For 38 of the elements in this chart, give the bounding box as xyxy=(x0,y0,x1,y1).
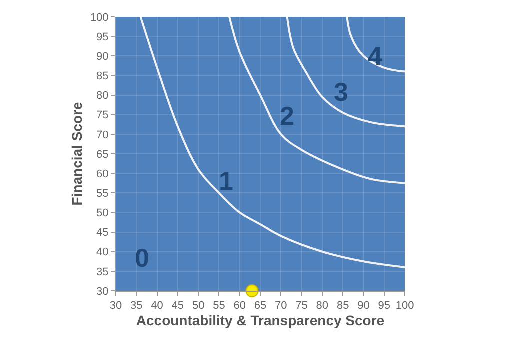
y-tick-label: 75 xyxy=(96,110,109,122)
y-tick-label: 80 xyxy=(96,90,109,102)
x-tick-label: 80 xyxy=(316,300,329,312)
y-tick-label: 35 xyxy=(96,266,109,278)
y-tick-label: 30 xyxy=(96,286,109,298)
y-tick-label: 65 xyxy=(96,148,109,161)
x-tick-label: 35 xyxy=(130,300,143,312)
x-tick-label: 85 xyxy=(336,300,350,312)
annotation: 3 xyxy=(334,77,348,107)
annotation: 2 xyxy=(280,101,294,131)
x-tick-label: 45 xyxy=(172,300,184,312)
y-tick-label: 90 xyxy=(96,50,109,63)
x-tick-label: 55 xyxy=(213,300,226,312)
x-tick-label: 60 xyxy=(234,300,246,312)
y-tick-label: 70 xyxy=(96,129,109,142)
x-tick-label: 70 xyxy=(275,300,288,312)
y-tick-label: 40 xyxy=(96,246,109,259)
y-tick-label: 45 xyxy=(96,227,109,240)
x-tick-label: 65 xyxy=(254,300,267,312)
y-tick-label: 60 xyxy=(96,168,109,180)
x-tick-label: 50 xyxy=(192,300,205,312)
annotation: 0 xyxy=(135,243,150,273)
x-tick-label: 75 xyxy=(296,300,308,312)
y-axis-title: Financial Score xyxy=(69,102,86,206)
x-tick-label: 95 xyxy=(378,300,390,312)
y-tick-label: 85 xyxy=(96,70,109,83)
annotation: 4 xyxy=(368,41,383,71)
x-tick-label: 100 xyxy=(396,300,414,312)
x-tick-label: 40 xyxy=(151,300,164,312)
x-tick-label: 90 xyxy=(358,300,370,312)
line-series xyxy=(346,17,405,73)
y-tick-label: 50 xyxy=(96,208,109,220)
y-tick-label: 100 xyxy=(90,12,109,24)
y-tick-label: 95 xyxy=(96,31,109,44)
annotation: 1 xyxy=(219,166,234,196)
x-tick-label: 30 xyxy=(110,300,122,312)
x-axis-title: Accountability & Transparency Score xyxy=(136,312,385,328)
y-tick-label: 55 xyxy=(96,188,109,200)
